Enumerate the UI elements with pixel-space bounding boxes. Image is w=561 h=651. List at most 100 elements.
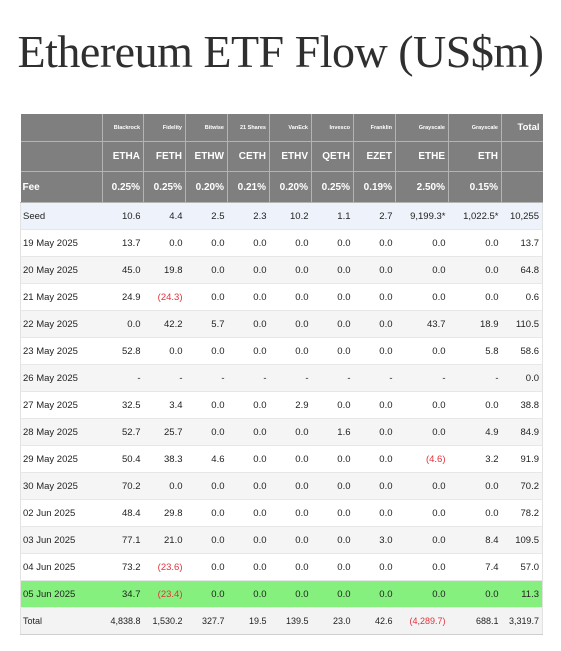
- flow-cell: 0.0: [185, 229, 228, 257]
- row-date-label: 05 Jun 2025: [20, 580, 103, 608]
- flow-cell: 13.7: [102, 229, 144, 257]
- flow-cell: 52.8: [102, 337, 144, 365]
- flow-cell: 50.4: [102, 445, 144, 473]
- fee-cell: 0.21%: [227, 171, 270, 203]
- flow-cell: 3.0: [353, 526, 396, 554]
- flow-cell: 0.0: [269, 310, 312, 338]
- flow-cell: 9,199.3*: [395, 202, 449, 230]
- ticker-header: FETH: [143, 141, 186, 172]
- issuer-header: Grayscale: [395, 114, 449, 142]
- row-total-cell: 109.5: [501, 526, 543, 554]
- issuer-header: VanEck: [269, 114, 312, 142]
- flow-cell: 0.0: [185, 472, 228, 500]
- table-row: 29 May 2025 50.4 38.3 4.6 0.0 0.0 0.0 0.0 (4.6) 3…: [20, 445, 543, 473]
- grand-total-cell: 3,319.7: [501, 607, 543, 635]
- flow-cell: 0.0: [227, 553, 270, 581]
- flow-cell: 0.0: [353, 256, 396, 284]
- flow-cell: (24.3): [143, 283, 186, 311]
- flow-cell: 7.4: [448, 553, 502, 581]
- flow-cell: 0.0: [311, 526, 354, 554]
- flow-cell: 0.0: [143, 472, 186, 500]
- flow-cell: 0.0: [448, 499, 502, 527]
- flow-cell: 0.0: [353, 337, 396, 365]
- row-total-cell: 110.5: [501, 310, 543, 338]
- flow-cell: 48.4: [102, 499, 144, 527]
- flow-cell: 0.0: [353, 553, 396, 581]
- ticker-corner-cell: [20, 141, 103, 172]
- flow-cell: 24.9: [102, 283, 144, 311]
- fee-cell: 0.19%: [353, 171, 396, 203]
- row-total-cell: 84.9: [501, 418, 543, 446]
- flow-cell: 0.0: [311, 499, 354, 527]
- flow-cell: 2.5: [185, 202, 228, 230]
- flow-cell: 70.2: [102, 472, 144, 500]
- flow-cell: 45.0: [102, 256, 144, 284]
- flow-cell: 2.3: [227, 202, 270, 230]
- flow-cell: 0.0: [269, 256, 312, 284]
- row-total-cell: 70.2: [501, 472, 543, 500]
- fee-cell: 0.20%: [185, 171, 228, 203]
- table-row: Seed 10.6 4.4 2.5 2.3 10.2 1.1 2.7 9,199.3* 1,022…: [20, 202, 543, 230]
- flow-cell: 2.9: [269, 391, 312, 419]
- issuer-header: Bitwise: [185, 114, 228, 142]
- row-total-cell: 57.0: [501, 553, 543, 581]
- flow-cell: 0.0: [227, 391, 270, 419]
- flow-cell: 0.0: [269, 526, 312, 554]
- flow-cell: 0.0: [311, 580, 354, 608]
- flow-cell: -: [185, 364, 228, 392]
- flow-cell: 0.0: [311, 553, 354, 581]
- row-total-cell: 91.9: [501, 445, 543, 473]
- flow-cell: 18.9: [448, 310, 502, 338]
- flow-cell: 10.6: [102, 202, 144, 230]
- issuer-header-row: Blackrock Fidelity Bitwise 21 Shares VanEck I…: [20, 114, 543, 142]
- flow-cell: 1.1: [311, 202, 354, 230]
- flow-cell: 43.7: [395, 310, 449, 338]
- flow-cell: 0.0: [143, 337, 186, 365]
- flow-cell: 32.5: [102, 391, 144, 419]
- flow-cell: (23.6): [143, 553, 186, 581]
- flow-cell: 0.0: [395, 499, 449, 527]
- flow-cell: 0.0: [353, 418, 396, 446]
- flow-cell: -: [353, 364, 396, 392]
- row-date-label: 29 May 2025: [20, 445, 103, 473]
- flow-cell: 0.0: [227, 526, 270, 554]
- flow-cell: 0.0: [395, 526, 449, 554]
- row-date-label: 02 Jun 2025: [20, 499, 103, 527]
- row-date-label: 20 May 2025: [20, 256, 103, 284]
- flow-cell: 0.0: [185, 526, 228, 554]
- row-date-label: 28 May 2025: [20, 418, 103, 446]
- flow-cell: 0.0: [353, 445, 396, 473]
- flow-cell: 0.0: [448, 391, 502, 419]
- issuer-header: Blackrock: [102, 114, 144, 142]
- flow-cell: 0.0: [269, 283, 312, 311]
- table-row: 26 May 2025- - - - - - - - -0.0: [20, 364, 543, 392]
- row-date-label: 27 May 2025: [20, 391, 103, 419]
- table-row: 28 May 2025 52.7 25.7 0.0 0.0 0.0 1.6 0.0 0.0 4.9…: [20, 418, 543, 446]
- row-total-cell: 10,255: [501, 202, 543, 230]
- total-cell: 1,530.2: [143, 607, 186, 635]
- flow-cell: -: [448, 364, 502, 392]
- flow-cell: 0.0: [185, 499, 228, 527]
- ticker-header: ETHW: [185, 141, 228, 172]
- flow-cell: 0.0: [227, 418, 270, 446]
- row-date-label: Seed: [20, 202, 103, 230]
- flow-cell: 52.7: [102, 418, 144, 446]
- flow-cell: -: [227, 364, 270, 392]
- flow-cell: 0.0: [353, 472, 396, 500]
- total-row-label: Total: [20, 607, 103, 635]
- table-row: 22 May 2025 0.0 42.2 5.7 0.0 0.0 0.0 0.0 43.7 18.…: [20, 310, 543, 338]
- fee-cell: 0.25%: [143, 171, 186, 203]
- flow-cell: 0.0: [353, 283, 396, 311]
- flow-cell: 0.0: [185, 283, 228, 311]
- flow-cell: 0.0: [448, 580, 502, 608]
- flow-cell: 3.4: [143, 391, 186, 419]
- flow-cell: 0.0: [448, 283, 502, 311]
- row-date-label: 19 May 2025: [20, 229, 103, 257]
- ticker-header: QETH: [311, 141, 354, 172]
- flow-cell: 0.0: [185, 580, 228, 608]
- flow-cell: 0.0: [227, 580, 270, 608]
- table-row: 23 May 2025 52.8 0.0 0.0 0.0 0.0 0.0 0.0 0.0 5.8 5…: [20, 337, 543, 365]
- total-cell: 19.5: [227, 607, 270, 635]
- flow-cell: 0.0: [185, 337, 228, 365]
- flow-cell: 0.0: [311, 337, 354, 365]
